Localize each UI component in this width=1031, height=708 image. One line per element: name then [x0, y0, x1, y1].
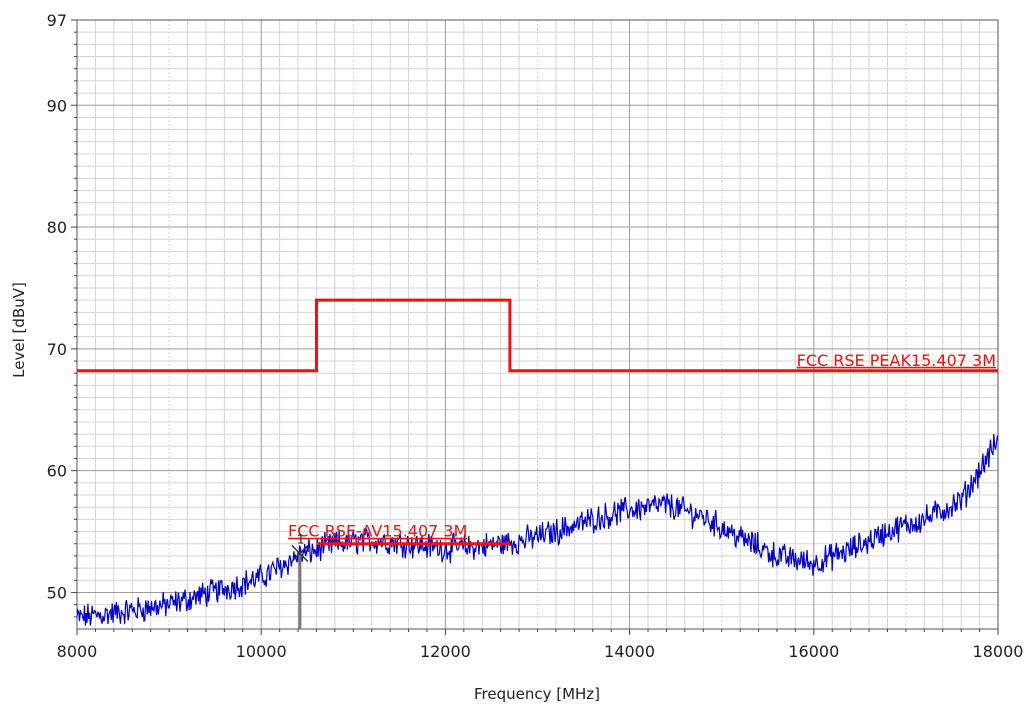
x-tick-label: 18000: [973, 642, 1024, 661]
y-axis-label: Level [dBuV]: [10, 282, 28, 378]
x-tick-label: 14000: [604, 642, 655, 661]
y-tick-label: 97: [47, 11, 67, 30]
y-tick-label: 80: [47, 218, 67, 237]
y-tick-label: 70: [47, 340, 67, 359]
axis-ticks: [71, 19, 999, 635]
series-layer: [77, 298, 998, 626]
y-tick-label: 60: [47, 462, 67, 481]
x-tick-label: 10000: [236, 642, 287, 661]
markers: 1: [291, 532, 309, 629]
peak-limit-line: [77, 298, 998, 373]
minor-grid: [77, 20, 998, 629]
x-tick-label: 12000: [420, 642, 471, 661]
y-tick-label: 50: [47, 583, 67, 602]
x-axis-label: Frequency [MHz]: [474, 685, 600, 703]
marker-label: 1: [297, 532, 305, 546]
y-tick-label: 90: [47, 96, 67, 115]
measurement-trace: [77, 434, 998, 626]
x-tick-labels: 8000 10000 12000 14000 16000 18000: [57, 642, 1024, 661]
marker-cross: [291, 544, 309, 563]
x-tick-label: 16000: [788, 642, 839, 661]
y-tick-labels: 50 60 70 80 90 97: [47, 11, 67, 602]
series-labels: FCC RSE PEAK15.407 3M FCC RSE-AV15.407 3M: [288, 351, 996, 541]
peak-limit-label: FCC RSE PEAK15.407 3M: [797, 351, 996, 370]
major-grid: [77, 20, 998, 629]
av-limit-label: FCC RSE-AV15.407 3M: [288, 522, 467, 541]
x-tick-label: 8000: [57, 642, 98, 661]
